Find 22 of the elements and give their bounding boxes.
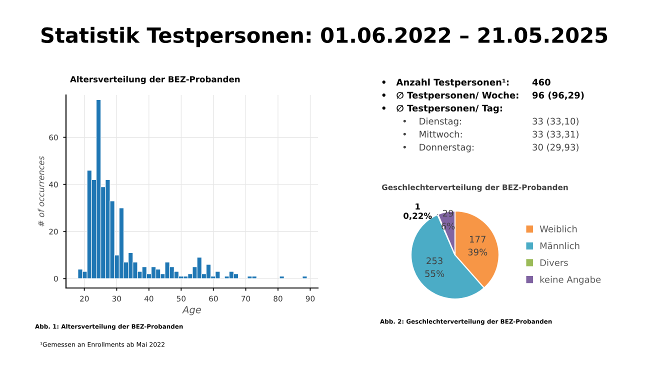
legend-label: keine Angabe [540, 276, 601, 285]
x-axis-title: Age [182, 306, 201, 316]
text: • Dienstag: [403, 118, 462, 126]
legend-label: Männlich [540, 242, 580, 250]
legend-label: Divers [540, 259, 568, 266]
text: • Donnerstag: [403, 144, 474, 152]
data-label: 177 39% [468, 236, 488, 256]
text: 460 [532, 78, 550, 86]
text: • Anzahl Testpersonen¹: [382, 78, 509, 88]
text: 33 (33,31) [532, 130, 578, 139]
y-axis-title: # of occurrences [38, 156, 44, 226]
text: • Mittwoch: [403, 130, 462, 138]
data-label: 1 0,22% [404, 203, 432, 220]
legend-label: Weiblich [540, 225, 577, 232]
text: • ∅ Testpersonen/ Tag: [382, 104, 502, 114]
text: Statistik Testpersonen: 01.06.2022 – 21.05.2025 [41, 26, 608, 48]
text: 33 (33,10) [532, 118, 578, 126]
text: 96 (96,29) [532, 92, 584, 100]
data-label: 253 55% [425, 257, 444, 278]
text: 30 (29,93) [532, 144, 578, 152]
chart-title: Altersverteilung der BEZ-Probanden [70, 76, 240, 84]
text: • ∅ Testpersonen/ Woche: [382, 92, 518, 100]
